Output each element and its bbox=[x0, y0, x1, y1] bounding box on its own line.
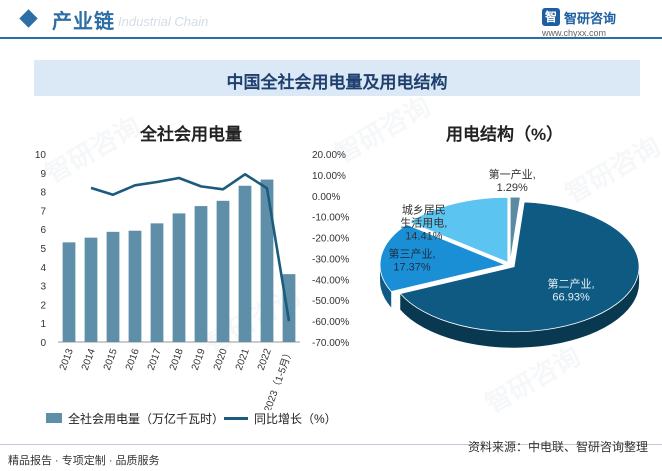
y-left-tick-label: 10 bbox=[35, 150, 47, 161]
y-left-tick-label: 4 bbox=[40, 263, 46, 274]
pie-slice-label: 第一产业, bbox=[489, 167, 536, 181]
electricity-structure-pie: 第一产业,1.29% 第二产业,66.93% 第三产业,17.37% 城乡居民生活用电… bbox=[379, 167, 640, 348]
brand-logo: 智 智研咨询 www.chyxx.com bbox=[542, 6, 642, 38]
pie-slice-label: 17.37% bbox=[393, 262, 431, 274]
legend-label-consumption: 全社会用电量（万亿千瓦时） bbox=[68, 412, 225, 426]
electricity-consumption-chart: 0 1 2 3 4 5 6 7 8 9 10 -70.00% -60.00% -50.00% -40.00%… bbox=[35, 150, 349, 410]
consumption-bar bbox=[106, 231, 120, 342]
y-right-tick-label: -60.00% bbox=[312, 317, 349, 328]
growth-rate-line bbox=[90, 172, 291, 322]
y-left-tick-label: 8 bbox=[40, 188, 46, 199]
x-tick-label: 2019 bbox=[190, 347, 208, 372]
pie-slice bbox=[379, 224, 507, 292]
y-right-tick-label: -10.00% bbox=[312, 213, 349, 224]
y-left-tick-label: 2 bbox=[40, 300, 46, 311]
y-left-tick-label: 9 bbox=[40, 169, 46, 180]
x-tick-label: 2020 bbox=[212, 347, 230, 372]
consumption-bar bbox=[216, 200, 230, 342]
consumption-bar bbox=[238, 185, 252, 342]
footer-tagline: 精品报告 · 专项定制 · 品质服务 bbox=[8, 455, 160, 467]
y-right-tick-label: -20.00% bbox=[312, 234, 349, 245]
pie-chart-title: 用电结构（%） bbox=[446, 125, 564, 144]
x-tick-label: 2014 bbox=[80, 347, 98, 372]
x-tick-label: 2016 bbox=[124, 347, 142, 372]
y-left-tick-label: 1 bbox=[40, 319, 46, 330]
y-left-tick-label: 0 bbox=[40, 338, 46, 349]
pie-slice bbox=[408, 196, 509, 263]
legend-item-consumption: 全社会用电量（万亿千瓦时） bbox=[46, 410, 224, 427]
y-right-tick-label: 10.00% bbox=[312, 171, 346, 182]
legend-swatch-bar bbox=[46, 413, 62, 423]
y-left-tick-label: 3 bbox=[40, 282, 46, 293]
x-tick-label: 2022 bbox=[256, 347, 274, 372]
data-source: 资料来源：中电联、智研咨询整理 bbox=[467, 440, 648, 454]
consumption-bar bbox=[150, 223, 164, 342]
consumption-bar bbox=[172, 213, 186, 342]
consumption-bar bbox=[260, 179, 274, 342]
consumption-bar bbox=[282, 274, 296, 342]
y-right-tick-label: -30.00% bbox=[312, 254, 349, 265]
pie-slice-side bbox=[400, 266, 640, 348]
bar-chart-title: 全社会用电量 bbox=[140, 125, 242, 144]
logo-url: www.chyxx.com bbox=[542, 28, 607, 38]
consumption-bar bbox=[62, 242, 76, 342]
pie-slice-label: 第三产业, bbox=[389, 247, 436, 261]
pie-slice bbox=[509, 196, 521, 263]
banner-title: 中国全社会用电量及用电结构 bbox=[226, 73, 448, 92]
y-right-tick-label: -50.00% bbox=[312, 296, 349, 307]
header-divider bbox=[0, 37, 662, 39]
y-left-tick-label: 5 bbox=[40, 244, 46, 255]
x-tick-label: 2018 bbox=[168, 347, 186, 372]
legend-item-growth: 同比增长（%） bbox=[224, 410, 337, 427]
diamond-icon bbox=[19, 9, 38, 28]
header: 产业链 Industrial Chain 智 智研咨询 www.chyxx.co… bbox=[0, 0, 662, 42]
x-tick-label: 2017 bbox=[146, 347, 164, 372]
x-tick-label: 2015 bbox=[102, 347, 120, 372]
y-left-tick-label: 6 bbox=[40, 225, 46, 236]
consumption-bar bbox=[194, 206, 208, 342]
y-right-tick-label: -70.00% bbox=[312, 338, 349, 349]
pie-slice-label: 生活用电, bbox=[400, 215, 447, 229]
pie-slice-label: 第二产业, bbox=[548, 277, 595, 291]
x-tick-label: 2013 bbox=[58, 347, 76, 372]
pie-slice-label: 14.41% bbox=[405, 230, 443, 242]
logo-name: 智研咨询 bbox=[564, 11, 617, 26]
y-right-tick-label: 20.00% bbox=[312, 150, 346, 161]
y-left-tick-label: 7 bbox=[40, 206, 46, 217]
consumption-bar bbox=[128, 230, 142, 342]
logo-icon: 智 bbox=[542, 8, 560, 26]
y-right-tick-label: 0.00% bbox=[312, 192, 340, 203]
y-right-tick-label: -40.00% bbox=[312, 275, 349, 286]
section-title: 产业链 bbox=[52, 11, 115, 33]
pie-slice-label: 1.29% bbox=[497, 182, 528, 194]
pie-slice-label: 66.93% bbox=[552, 292, 590, 304]
footer-divider bbox=[0, 444, 662, 445]
banner: 中国全社会用电量及用电结构 bbox=[34, 60, 640, 96]
pie-slice-label: 城乡居民 bbox=[402, 203, 446, 216]
consumption-bar bbox=[84, 237, 98, 342]
legend-swatch-line bbox=[224, 417, 248, 420]
x-tick-label: 2021 bbox=[234, 347, 252, 372]
section-subtitle: Industrial Chain bbox=[118, 14, 209, 29]
pie-slice-side bbox=[380, 264, 392, 308]
legend-label-growth: 同比增长（%） bbox=[254, 412, 337, 426]
pie-slice bbox=[399, 201, 640, 333]
